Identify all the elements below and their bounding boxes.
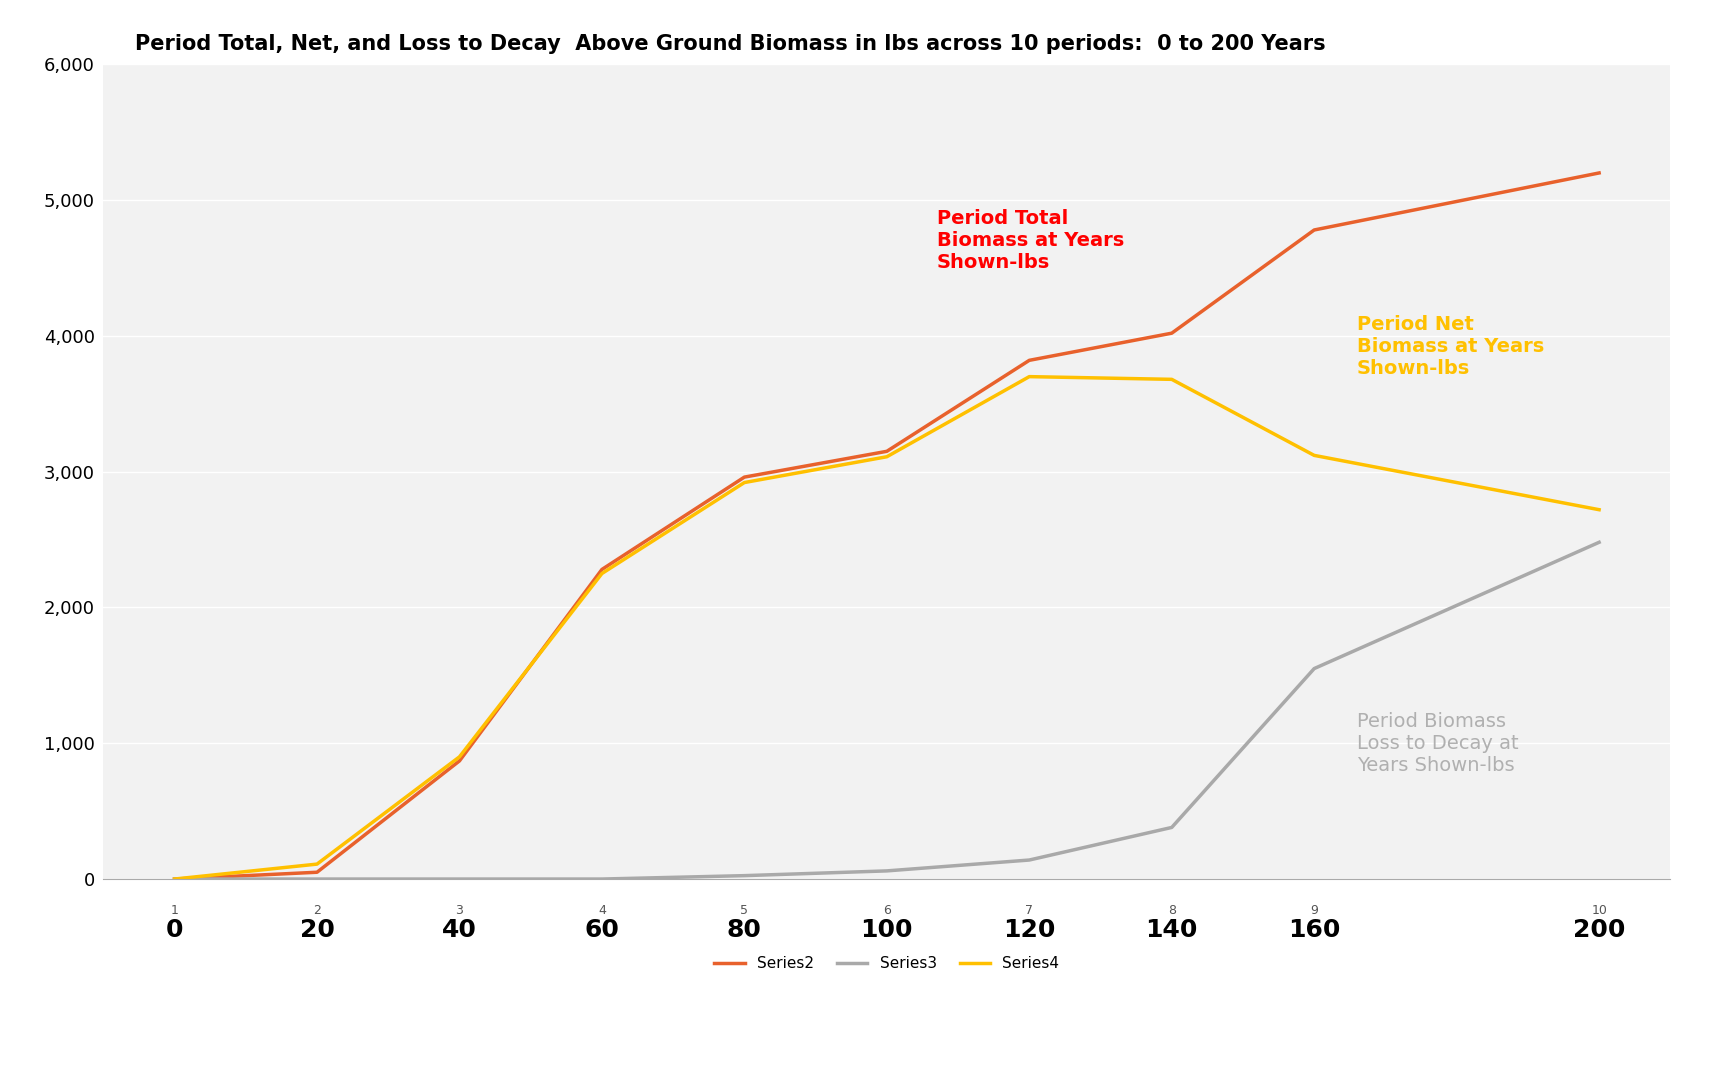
Series2 [307, 866, 327, 879]
Series3 [1589, 536, 1610, 549]
Series2 [592, 563, 613, 576]
Text: 2: 2 [313, 904, 320, 917]
Series2 [876, 445, 897, 458]
Series3 [592, 873, 613, 885]
Series2 [1161, 327, 1181, 340]
Series4 [592, 567, 613, 580]
Text: 1: 1 [170, 904, 179, 917]
Text: 4: 4 [598, 904, 606, 917]
Text: Period Biomass
Loss to Decay at
Years Shown-lbs: Period Biomass Loss to Decay at Years Sh… [1357, 712, 1519, 775]
Series3 [1161, 821, 1181, 834]
Series4 [1589, 503, 1610, 516]
Series4 [307, 858, 327, 870]
Series3 [734, 869, 754, 882]
Series4 [734, 476, 754, 489]
Text: 3: 3 [456, 904, 463, 917]
Text: 8: 8 [1168, 904, 1176, 917]
Series2 [1304, 224, 1324, 237]
Text: 6: 6 [883, 904, 890, 917]
Series2 [164, 873, 184, 885]
Series3 [449, 873, 470, 885]
Text: 5: 5 [740, 904, 749, 917]
Series4 [449, 750, 470, 763]
Series4 [1019, 370, 1040, 383]
Series4 [1161, 373, 1181, 386]
Series2 [1019, 354, 1040, 367]
Series2 [1589, 166, 1610, 179]
Series4 [876, 450, 897, 463]
Series3 [307, 873, 327, 885]
Text: Period Total
Biomass at Years
Shown-lbs: Period Total Biomass at Years Shown-lbs [937, 209, 1124, 272]
Legend: Series2, Series3, Series4: Series2, Series3, Series4 [708, 950, 1066, 978]
Series4 [164, 873, 184, 885]
Line: Series4: Series4 [174, 376, 1600, 879]
Text: Period Total, Net, and Loss to Decay  Above Ground Biomass in lbs across 10 peri: Period Total, Net, and Loss to Decay Abo… [134, 34, 1326, 55]
Series3 [1304, 662, 1324, 675]
Text: 7: 7 [1025, 904, 1033, 917]
Series3 [164, 873, 184, 885]
Text: 10: 10 [1591, 904, 1607, 917]
Series2 [734, 471, 754, 483]
Line: Series3: Series3 [174, 542, 1600, 879]
Line: Series2: Series2 [174, 173, 1600, 879]
Text: 9: 9 [1310, 904, 1317, 917]
Series2 [449, 755, 470, 768]
Series3 [1019, 853, 1040, 866]
Series4 [1304, 449, 1324, 462]
Series3 [876, 864, 897, 877]
Text: Period Net
Biomass at Years
Shown-lbs: Period Net Biomass at Years Shown-lbs [1357, 315, 1545, 378]
